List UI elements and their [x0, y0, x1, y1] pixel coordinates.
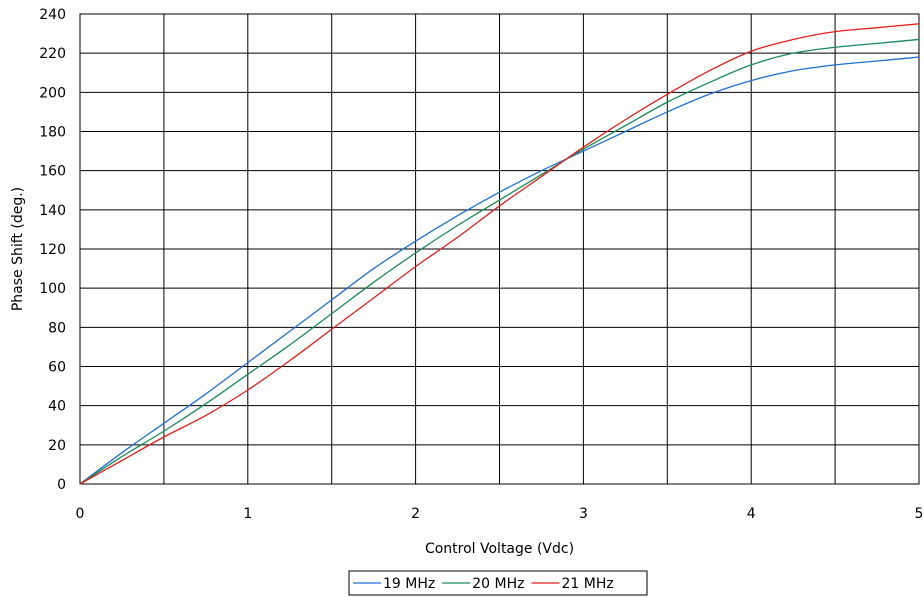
y-axis-title: Phase Shift (deg.)	[10, 187, 26, 311]
series-line-1	[79, 56, 920, 485]
series-line-3	[79, 23, 920, 485]
y-tick-label: 60	[48, 360, 66, 376]
x-tick-label: 0	[76, 506, 85, 522]
y-tick-label: 220	[39, 46, 66, 62]
plot-area-frame	[79, 13, 920, 485]
legend-label-2: 20 MHz	[472, 576, 524, 592]
x-tick-label: 5	[915, 506, 924, 522]
grid-lines	[79, 13, 920, 485]
y-tick-label: 180	[39, 125, 66, 141]
y-tick-label: 40	[48, 399, 66, 415]
x-tick-label: 4	[747, 506, 756, 522]
x-axis-ticks: 0 1 2 3 4 5	[76, 506, 924, 522]
y-tick-label: 80	[48, 320, 66, 336]
x-tick-label: 3	[579, 506, 588, 522]
y-tick-label: 140	[39, 203, 66, 219]
y-tick-label: 240	[39, 7, 66, 23]
legend-box	[348, 570, 648, 596]
x-tick-label: 2	[411, 506, 420, 522]
y-tick-label: 0	[57, 477, 66, 493]
y-tick-label: 160	[39, 164, 66, 180]
legend-label-1: 19 MHz	[383, 576, 435, 592]
x-tick-label: 1	[243, 506, 252, 522]
y-tick-label: 120	[39, 242, 66, 258]
series-layer	[79, 23, 920, 485]
y-axis-ticks: 0 20 40 60 80 100 120 140 160 180 200 220 240	[39, 7, 66, 493]
series-line-2	[79, 38, 920, 485]
legend: 19 MHz 20 MHz 21 MHz	[348, 570, 648, 596]
y-tick-label: 20	[48, 438, 66, 454]
x-axis-title: Control Voltage (Vdc)	[425, 541, 574, 557]
y-tick-label: 100	[39, 281, 66, 297]
legend-label-3: 21 MHz	[561, 576, 613, 592]
y-tick-label: 200	[39, 85, 66, 101]
